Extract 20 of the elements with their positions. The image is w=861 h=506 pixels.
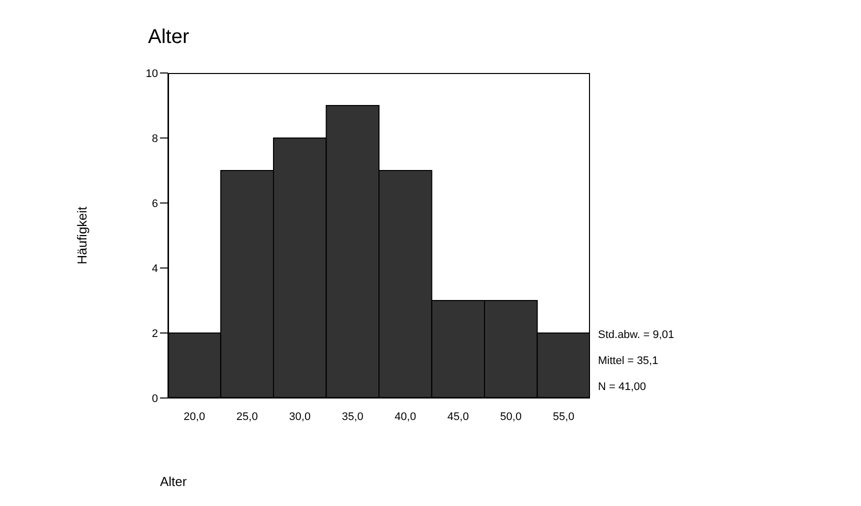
text: Mittel = 35,1: [598, 355, 658, 367]
x-tick-label: 35,0: [342, 411, 364, 423]
x-tick-label: 40,0: [394, 411, 416, 423]
x-tick-label: 20,0: [184, 411, 206, 423]
x-tick-label: 45,0: [447, 411, 469, 423]
y-tick-label: 10: [146, 68, 158, 80]
x-tick-label: 55,0: [552, 411, 574, 423]
y-tick-label: 2: [152, 328, 158, 340]
y-tick-label: 8: [152, 132, 158, 145]
y-tick-label: 4: [152, 262, 158, 275]
y-tick-label: 0: [152, 392, 158, 405]
chart-title: Alter: [148, 26, 190, 49]
y-tick-label: 6: [152, 198, 158, 210]
x-axis-title: Alter: [160, 474, 187, 489]
y-axis-title: Häufigkeit: [74, 206, 90, 264]
x-tick-label: 25,0: [236, 411, 258, 423]
x-tick-label: 50,0: [500, 411, 522, 423]
x-tick-label: 30,0: [289, 411, 311, 423]
text: N = 41,00: [598, 381, 646, 393]
text: Std.abw. = 9,01: [598, 329, 674, 341]
